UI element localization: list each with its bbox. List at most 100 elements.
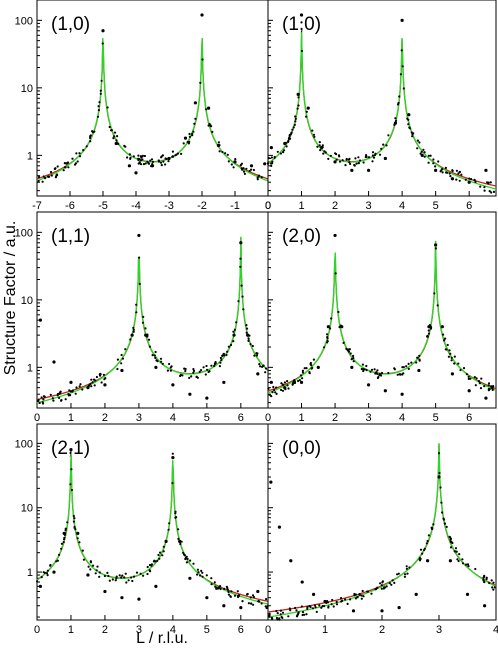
data-point bbox=[403, 575, 406, 578]
data-point bbox=[443, 522, 446, 525]
data-point bbox=[374, 372, 377, 375]
data-point bbox=[492, 190, 496, 193]
data-point bbox=[447, 355, 450, 358]
data-point bbox=[276, 612, 279, 615]
data-point bbox=[349, 598, 352, 601]
data-point bbox=[303, 613, 306, 616]
data-point bbox=[483, 385, 486, 388]
data-point bbox=[237, 300, 240, 303]
data-point bbox=[458, 171, 461, 174]
data-point bbox=[399, 73, 402, 76]
data-point bbox=[164, 157, 167, 160]
data-point bbox=[71, 157, 74, 160]
data-point bbox=[301, 611, 305, 614]
data-point bbox=[329, 327, 332, 330]
data-point bbox=[299, 380, 304, 384]
data-point bbox=[183, 136, 188, 140]
data-point bbox=[157, 159, 160, 162]
data-point bbox=[169, 369, 172, 372]
data-point bbox=[132, 155, 135, 158]
data-point bbox=[239, 241, 243, 245]
data-point bbox=[411, 135, 414, 138]
data-point bbox=[274, 391, 277, 394]
data-point bbox=[291, 128, 294, 131]
data-point bbox=[473, 376, 476, 379]
data-point bbox=[276, 618, 279, 621]
data-point bbox=[194, 117, 197, 120]
data-point bbox=[201, 58, 204, 61]
data-point bbox=[341, 159, 344, 162]
data-point bbox=[362, 368, 365, 371]
data-point bbox=[338, 160, 342, 163]
data-point bbox=[283, 149, 286, 152]
data-point bbox=[200, 569, 203, 573]
data-point bbox=[201, 575, 204, 578]
data-point bbox=[465, 592, 470, 596]
data-point bbox=[70, 468, 73, 471]
data-point bbox=[353, 592, 356, 596]
fit-curve-red bbox=[267, 240, 497, 392]
data-point bbox=[394, 117, 397, 120]
data-point bbox=[37, 179, 40, 183]
data-point bbox=[219, 585, 222, 588]
data-point bbox=[69, 449, 72, 452]
data-point bbox=[381, 580, 384, 583]
data-point bbox=[305, 115, 308, 118]
data-point bbox=[487, 389, 490, 392]
data-point bbox=[467, 375, 470, 378]
data-point bbox=[326, 337, 329, 340]
data-point bbox=[179, 374, 182, 378]
data-point bbox=[210, 364, 213, 367]
data-point bbox=[93, 384, 96, 387]
data-point bbox=[159, 551, 162, 554]
data-point bbox=[483, 186, 486, 189]
data-point bbox=[252, 603, 255, 606]
data-point bbox=[97, 109, 100, 112]
data-point bbox=[207, 106, 211, 110]
data-point bbox=[253, 354, 256, 357]
x-tick-label: 5 bbox=[204, 412, 210, 424]
data-point bbox=[129, 156, 132, 159]
data-point bbox=[233, 160, 237, 164]
data-point bbox=[416, 139, 419, 142]
data-point bbox=[127, 164, 131, 168]
x-tick-label: 4 bbox=[399, 200, 405, 212]
data-point bbox=[193, 122, 196, 125]
data-point bbox=[417, 368, 421, 373]
data-point bbox=[186, 557, 189, 561]
data-point bbox=[264, 605, 267, 608]
data-point bbox=[337, 310, 340, 314]
data-point bbox=[217, 141, 220, 144]
data-point bbox=[126, 156, 129, 159]
data-point bbox=[56, 392, 60, 396]
data-point bbox=[100, 381, 103, 384]
data-point bbox=[248, 169, 251, 173]
data-point bbox=[467, 180, 471, 184]
data-point bbox=[115, 575, 118, 578]
data-point bbox=[134, 171, 138, 175]
data-point bbox=[352, 357, 355, 360]
x-tick-label: 3 bbox=[366, 412, 372, 424]
data-point bbox=[437, 160, 440, 163]
data-point bbox=[473, 178, 476, 181]
fit-curve-green bbox=[36, 236, 269, 404]
data-point bbox=[426, 539, 429, 543]
data-point bbox=[147, 338, 151, 341]
data-point bbox=[104, 377, 107, 380]
x-tick-label: 6 bbox=[466, 200, 472, 212]
data-point bbox=[252, 595, 255, 599]
data-point bbox=[374, 152, 377, 155]
data-point bbox=[273, 388, 276, 392]
data-point bbox=[465, 373, 468, 376]
y-tick-label: 100 bbox=[15, 15, 33, 27]
data-point bbox=[458, 553, 461, 556]
data-point bbox=[474, 384, 477, 387]
data-point bbox=[265, 598, 268, 601]
data-point bbox=[124, 572, 127, 575]
data-point bbox=[292, 126, 295, 129]
data-point bbox=[188, 140, 191, 143]
data-point bbox=[294, 120, 297, 123]
data-point bbox=[115, 139, 118, 142]
data-point bbox=[432, 162, 435, 165]
data-point bbox=[38, 318, 42, 322]
